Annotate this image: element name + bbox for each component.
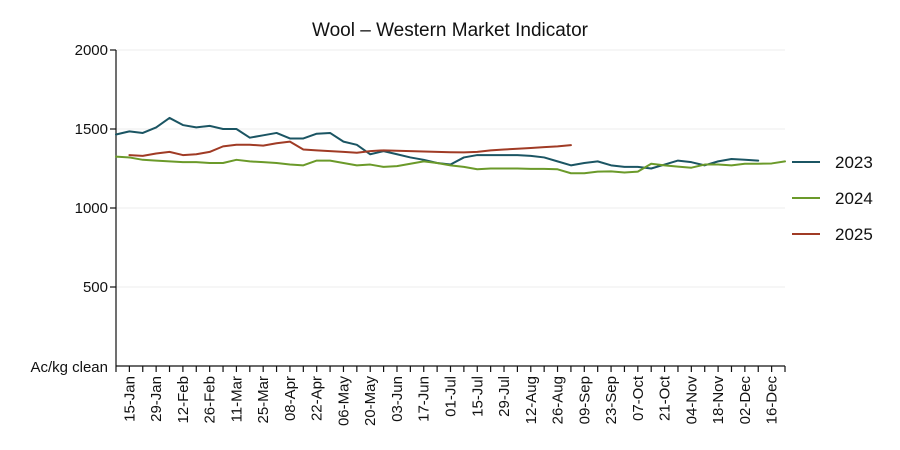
series-layer [115, 116, 786, 175]
x-tick-label: 23-Sep [603, 376, 620, 424]
x-tick-label: 29-Jul [496, 376, 513, 417]
legend-label-2025: 2025 [835, 225, 873, 244]
x-tick-label: 04-Nov [683, 376, 700, 425]
y-tick-label: 1000 [75, 200, 108, 217]
series-line-2025 [128, 140, 572, 157]
x-tick-label: 17-Jun [416, 376, 433, 422]
x-tick-label: 26-Aug [550, 376, 567, 424]
legend-label-2024: 2024 [835, 189, 873, 208]
x-tick-label: 11-Mar [228, 376, 245, 422]
x-tick-label: 12-Feb [175, 376, 192, 424]
series-line-2024 [115, 155, 786, 175]
x-tick-label: 25-Mar [255, 376, 272, 424]
legend-label-2023: 2023 [835, 153, 873, 172]
y-axis-label: Ac/kg clean [30, 359, 108, 376]
x-tick-label: 03-Jun [389, 376, 406, 422]
x-tick-label: 29-Jan [148, 376, 165, 422]
x-tick-label: 08-Apr [282, 376, 299, 421]
x-tick-label: 06-May [335, 376, 352, 427]
grid-layer [116, 49, 785, 288]
x-tick-label: 18-Nov [710, 376, 727, 425]
x-tick-label: 02-Dec [737, 376, 754, 425]
x-tick-label: 20-May [362, 376, 379, 427]
label-layer: Wool – Western Market Indicator Ac/kg cl… [30, 20, 780, 426]
x-tick-label: 15-Jul [469, 376, 486, 417]
x-tick-label: 16-Dec [764, 376, 781, 425]
series-line-2023 [115, 116, 760, 170]
chart-title: Wool – Western Market Indicator [312, 20, 589, 41]
x-tick-label: 01-Jul [443, 376, 460, 417]
legend: 2023 2024 2025 [792, 153, 873, 244]
x-tick-label: 26-Feb [202, 376, 219, 424]
axis-layer [110, 49, 786, 372]
x-tick-label: 09-Sep [576, 376, 593, 424]
x-tick-label: 12-Aug [523, 376, 540, 424]
y-tick-label: 1500 [75, 121, 108, 138]
y-tick-label: 2000 [75, 42, 108, 59]
x-tick-label: 15-Jan [121, 376, 138, 422]
x-tick-label: 21-Oct [657, 375, 674, 421]
y-tick-label: 500 [83, 279, 108, 296]
x-tick-label: 22-Apr [309, 376, 326, 421]
x-tick-label: 07-Oct [630, 375, 647, 421]
